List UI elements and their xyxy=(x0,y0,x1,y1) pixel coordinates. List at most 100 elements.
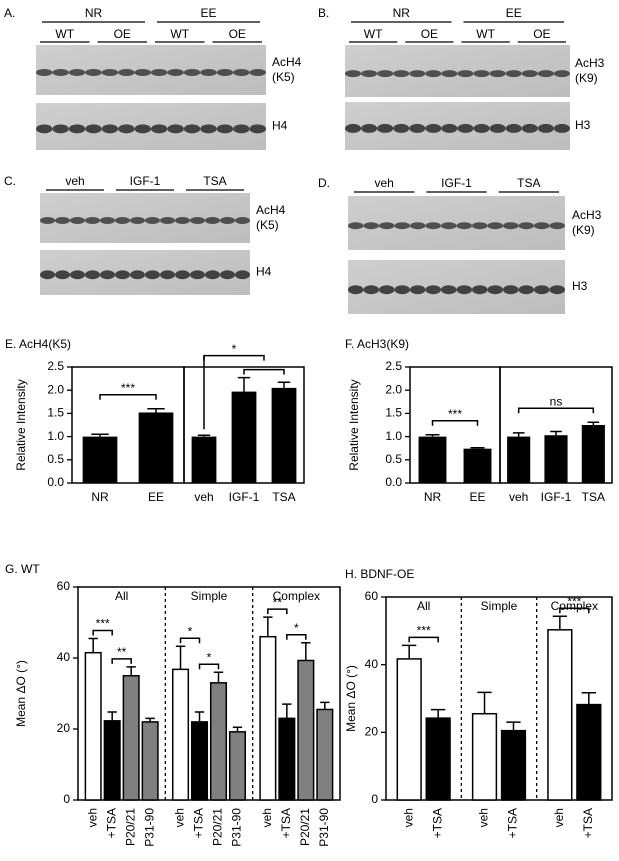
blot-band xyxy=(549,222,565,230)
blot-band xyxy=(40,217,55,224)
blot-band xyxy=(167,124,184,134)
x-tick-label: veh xyxy=(477,808,491,827)
blot-strip xyxy=(348,196,565,250)
lane-label: WT xyxy=(55,27,74,41)
error-bar xyxy=(194,711,205,722)
blot-target: (K9) xyxy=(572,223,595,237)
bar xyxy=(82,436,118,483)
blot-band xyxy=(425,222,441,230)
sig-bracket xyxy=(559,607,590,614)
x-tick-label: P31-90 xyxy=(230,808,244,847)
error-bar xyxy=(512,432,525,437)
blot-band xyxy=(410,222,426,230)
group-label: Complex xyxy=(273,589,320,603)
blot-control: H3 xyxy=(575,118,591,132)
group-label: Complex xyxy=(551,599,598,613)
bar xyxy=(191,436,217,483)
blot-band xyxy=(175,217,190,224)
x-tick-label: P20/21 xyxy=(211,808,225,846)
x-tick-label: +TSA xyxy=(192,808,206,838)
lane-label: OE xyxy=(421,27,438,41)
group-label: TSA xyxy=(203,174,226,188)
blot-band xyxy=(410,285,426,295)
bar xyxy=(463,448,492,483)
blot-band xyxy=(190,217,205,224)
x-tick-label: +TSA xyxy=(506,808,520,838)
blot-band xyxy=(85,69,102,76)
sig-bracket xyxy=(517,407,595,414)
blot-band xyxy=(345,123,362,133)
x-tick-label: EE xyxy=(148,490,164,504)
blot-band xyxy=(441,222,457,230)
panel-label: D. xyxy=(318,176,330,190)
blot-band xyxy=(456,285,472,295)
group-label: Simple xyxy=(191,589,228,603)
error-bar xyxy=(175,645,186,670)
group-label: Simple xyxy=(481,599,518,613)
y-axis-label: Mean ΔO (°) xyxy=(344,665,358,732)
blot-band xyxy=(473,123,490,133)
sig-bracket xyxy=(179,637,201,644)
y-tick-label: 0 xyxy=(63,792,70,806)
blot-band xyxy=(537,123,554,133)
blot-band xyxy=(505,123,522,133)
error-bar xyxy=(277,381,291,388)
blot-band xyxy=(151,124,168,134)
blot-band xyxy=(145,217,160,224)
blot-band xyxy=(118,124,135,134)
blot-band xyxy=(521,70,538,78)
error-bar xyxy=(237,376,251,392)
x-tick-label: P20/21 xyxy=(298,808,312,846)
y-tick-label: 40 xyxy=(57,650,71,664)
error-bar xyxy=(320,701,330,710)
y-axis-label: Relative Intensity xyxy=(347,379,361,470)
group-label: EE xyxy=(200,6,216,20)
blot-band xyxy=(441,285,457,295)
error-bar xyxy=(88,637,98,653)
y-tick-label: 0.5 xyxy=(385,452,402,466)
blot-band xyxy=(200,124,217,134)
x-tick-label: veh xyxy=(509,490,528,504)
group-label: NR xyxy=(85,6,103,20)
x-tick-label: +TSA xyxy=(581,808,595,838)
blot-band xyxy=(68,124,86,134)
group-label: All xyxy=(417,599,430,613)
blot-band xyxy=(348,285,364,295)
blot-band xyxy=(52,69,69,76)
blot-band xyxy=(175,270,190,280)
error-bar xyxy=(587,421,600,425)
bar xyxy=(190,721,209,801)
error-bar xyxy=(145,717,155,722)
group-label: IGF-1 xyxy=(130,174,161,188)
blot-target: (K5) xyxy=(272,70,295,84)
y-tick-label: 20 xyxy=(57,721,71,735)
blot-control: H4 xyxy=(272,119,288,133)
group-label: veh xyxy=(374,176,393,190)
blot-band xyxy=(363,285,379,295)
group-label: NR xyxy=(393,6,411,20)
blot-band xyxy=(379,285,395,295)
x-tick-label: veh xyxy=(194,490,213,504)
bar xyxy=(544,435,568,483)
blot-band xyxy=(521,123,538,133)
blot-band xyxy=(233,124,250,134)
blot-band xyxy=(55,217,70,224)
blot-strip xyxy=(345,45,570,97)
error-bar xyxy=(477,691,492,714)
bar xyxy=(425,717,451,801)
group-label: EE xyxy=(506,6,522,20)
y-tick-label: 0.0 xyxy=(385,475,402,489)
bar xyxy=(122,675,140,801)
bar xyxy=(271,387,297,483)
blot-band xyxy=(101,124,119,134)
blot-band xyxy=(100,270,115,280)
bar xyxy=(259,635,277,801)
blot-band xyxy=(145,270,160,280)
blot-band xyxy=(216,124,234,134)
blot-band xyxy=(503,222,519,230)
blot-band xyxy=(456,222,472,230)
lane-label: WT xyxy=(364,27,383,41)
error-bar xyxy=(232,726,243,732)
x-tick-label: TSA xyxy=(582,490,605,504)
y-tick-label: 2.0 xyxy=(385,382,402,396)
